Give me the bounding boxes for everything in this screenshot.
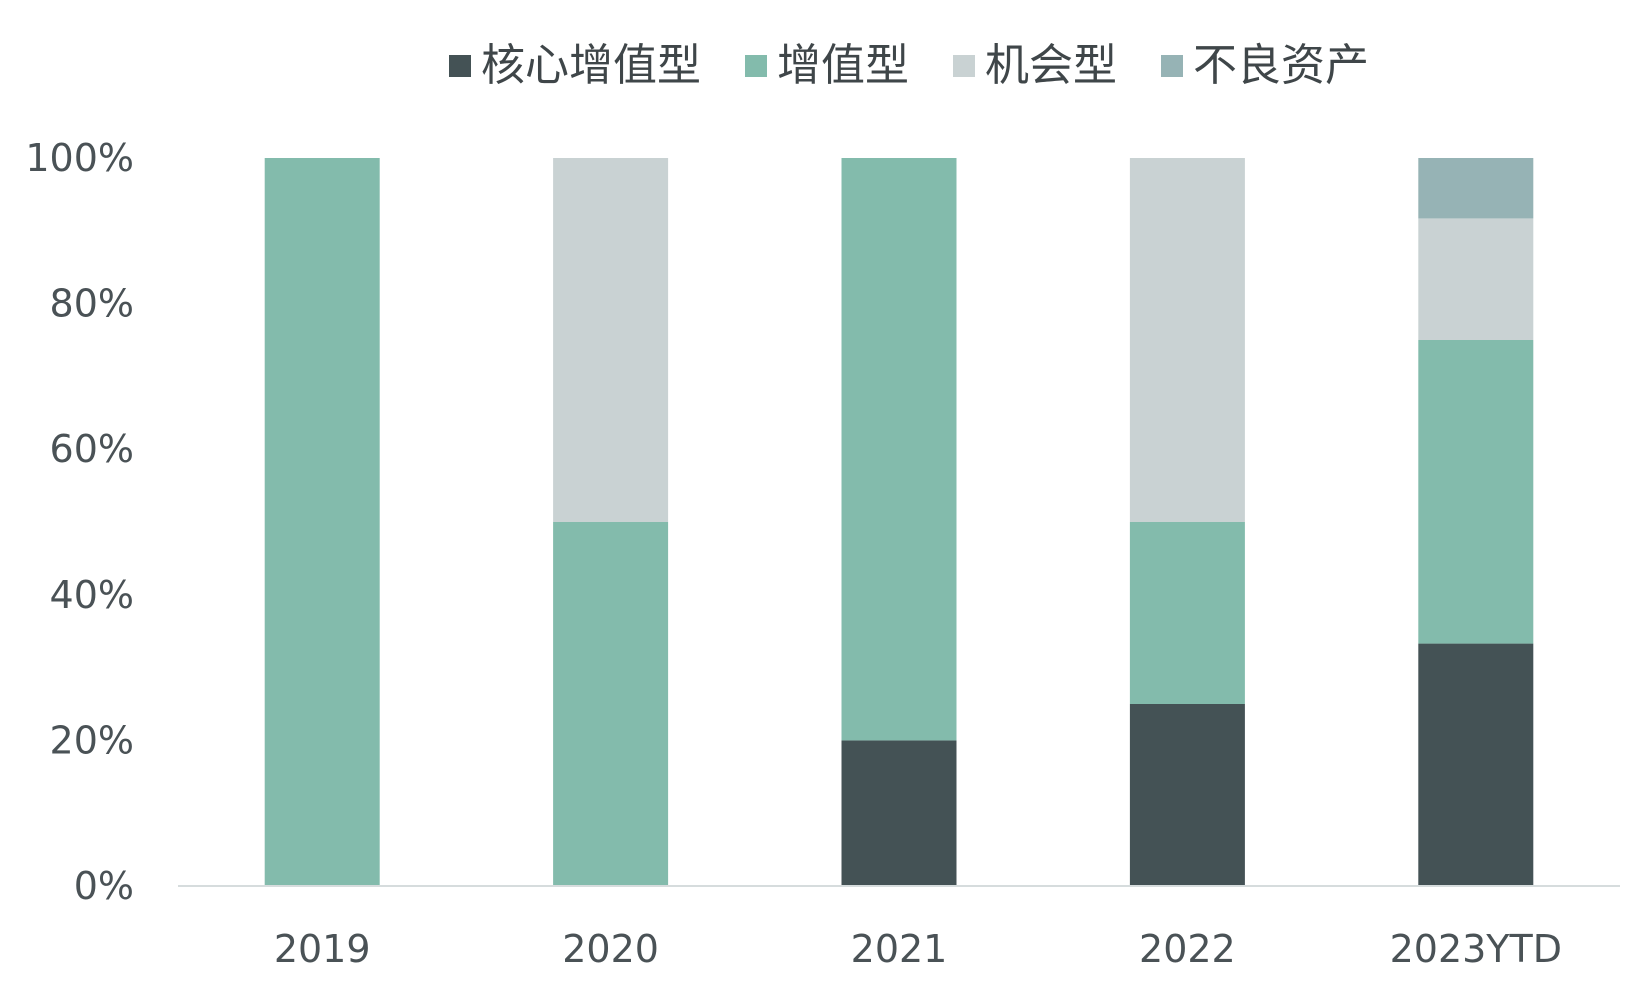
x-tick-label: 2019	[274, 927, 371, 971]
bar-segment-2023YTD-series-2	[1418, 218, 1534, 340]
y-tick-label: 0%	[74, 864, 134, 908]
legend-item-opportunistic: 机会型	[953, 38, 1117, 94]
legend-item-core-plus: 核心增值型	[449, 38, 701, 94]
legend-label-value-add: 增值型	[777, 40, 909, 91]
bar-segment-2023YTD-series-1	[1418, 340, 1534, 644]
bar-segment-2020-series-1	[553, 522, 669, 886]
legend-label-core-plus: 核心增值型	[481, 40, 701, 91]
bar-segment-2022-series-0	[1129, 704, 1245, 886]
bar-segment-2020-series-2	[553, 158, 669, 522]
y-tick-label: 100%	[25, 136, 134, 180]
legend-swatch-opportunistic	[953, 55, 975, 77]
legend-item-distressed: 不良资产	[1161, 38, 1369, 94]
legend-swatch-value-add	[745, 55, 767, 77]
chart-legend: 核心增值型 增值型 机会型 不良资产	[0, 38, 1648, 94]
x-tick-label: 2022	[1139, 927, 1236, 971]
x-tick-label: 2023YTD	[1390, 927, 1562, 971]
bar-segment-2023YTD-series-3	[1418, 158, 1534, 219]
y-tick-label: 20%	[50, 718, 134, 762]
legend-label-opportunistic: 机会型	[985, 40, 1117, 91]
y-tick-label: 40%	[50, 573, 134, 617]
bar-segment-2021-series-1	[841, 158, 957, 741]
x-tick-label: 2021	[851, 927, 948, 971]
x-tick-label: 2020	[562, 927, 659, 971]
legend-swatch-distressed	[1161, 55, 1183, 77]
bar-segment-2023YTD-series-0	[1418, 643, 1534, 886]
bar-segment-2022-series-2	[1129, 158, 1245, 522]
bar-segment-2019-series-1	[264, 158, 380, 886]
bar-segment-2021-series-0	[841, 740, 957, 886]
y-tick-label: 60%	[50, 427, 134, 471]
legend-label-distressed: 不良资产	[1193, 40, 1369, 91]
legend-item-value-add: 增值型	[745, 38, 909, 94]
bar-segment-2022-series-1	[1129, 522, 1245, 704]
legend-swatch-core-plus	[449, 55, 471, 77]
y-tick-label: 80%	[50, 282, 134, 326]
